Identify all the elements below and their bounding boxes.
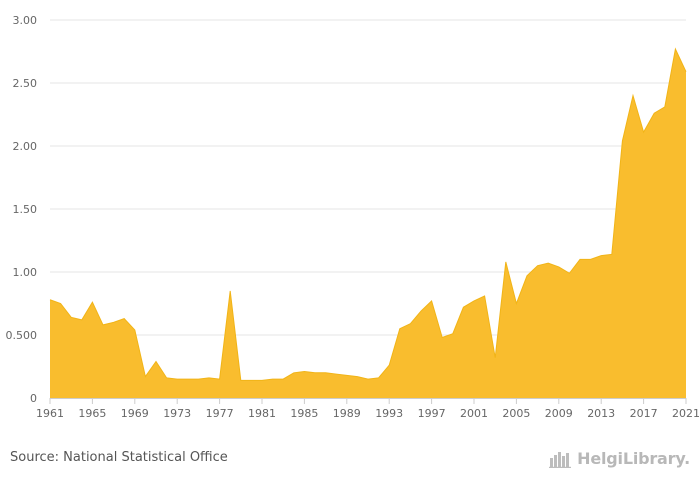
y-tick-label: 2.50 bbox=[13, 77, 38, 90]
x-axis-labels: 1961 1965 1969 1973 1977 1981 1985 1989 1993 1997… bbox=[36, 407, 700, 420]
x-tick-label: 1993 bbox=[375, 407, 403, 420]
x-tick-label: 2009 bbox=[545, 407, 573, 420]
y-tick-label: 0 bbox=[30, 392, 37, 405]
area-series bbox=[49, 47, 687, 398]
y-tick-label: 2.00 bbox=[13, 140, 38, 153]
axes bbox=[49, 398, 687, 404]
x-tick-label: 2021 bbox=[672, 407, 700, 420]
x-tick-label: 1997 bbox=[418, 407, 446, 420]
y-tick-label: 3.00 bbox=[13, 14, 38, 27]
brand-logo-text: HelgiLibrary. bbox=[577, 449, 690, 468]
y-tick-label: 1.00 bbox=[13, 266, 38, 279]
x-tick-label: 1969 bbox=[121, 407, 149, 420]
series-line bbox=[49, 47, 687, 381]
x-tick-label: 1985 bbox=[290, 407, 318, 420]
y-tick-label: 0.500 bbox=[6, 329, 38, 342]
brand-logo: HelgiLibrary. bbox=[549, 449, 690, 468]
x-tick-label: 2013 bbox=[587, 407, 615, 420]
series-area bbox=[50, 48, 686, 398]
source-note: Source: National Statistical Office bbox=[10, 450, 228, 465]
y-tick-label: 1.50 bbox=[13, 203, 38, 216]
x-tick-label: 1961 bbox=[36, 407, 64, 420]
x-tick-label: 1977 bbox=[206, 407, 234, 420]
x-tick-label: 2001 bbox=[460, 407, 488, 420]
y-axis-labels: 0 0.500 1.00 1.50 2.00 2.50 3.00 bbox=[6, 14, 38, 405]
x-tick-label: 1989 bbox=[333, 407, 361, 420]
x-tick-label: 2017 bbox=[630, 407, 658, 420]
x-tick-label: 2005 bbox=[502, 407, 530, 420]
x-tick-label: 1965 bbox=[78, 407, 106, 420]
x-tick-label: 1981 bbox=[248, 407, 276, 420]
library-logo-icon bbox=[549, 451, 572, 468]
x-tick-label: 1973 bbox=[163, 407, 191, 420]
